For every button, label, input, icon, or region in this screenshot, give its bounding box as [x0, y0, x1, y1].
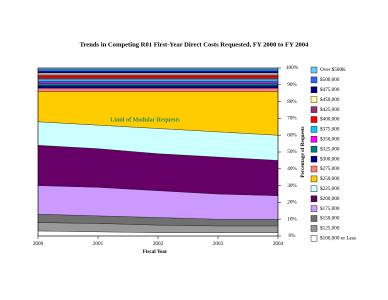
legend-swatch: [310, 165, 318, 173]
legend-label: $250,000: [320, 175, 340, 182]
legend-label: $225,000: [320, 185, 340, 192]
legend-label: $150,000: [320, 215, 340, 222]
legend-label: $400,000: [320, 116, 340, 123]
x-tick-label: 2004: [273, 241, 284, 247]
legend-label: Over $500K: [320, 66, 346, 73]
legend-label: $375,000: [320, 126, 340, 133]
y-tick-label: 0%: [289, 233, 297, 239]
x-tick-label: 2000: [33, 241, 44, 247]
legend-swatch: [310, 86, 318, 94]
y-tick-label: 70%: [287, 116, 297, 122]
legend-label: $125,000: [320, 225, 340, 232]
legend-swatch: [310, 235, 318, 242]
legend-swatch: [310, 66, 318, 74]
legend-swatch: [310, 126, 318, 133]
legend-swatch: [310, 76, 318, 84]
x-tick-label: 2001: [93, 241, 104, 247]
area: [37, 81, 279, 84]
area: [37, 69, 279, 72]
legend-label: $425,000: [320, 106, 340, 113]
legend-swatch: [310, 205, 318, 212]
y-tick-label: 90%: [287, 82, 297, 88]
legend-swatch: [310, 215, 318, 222]
legend-label: $475,000: [320, 86, 340, 93]
legend-swatch: [310, 195, 318, 202]
legend-swatch: [310, 96, 318, 103]
area: [37, 85, 279, 89]
chart-title: Trends in Competing R01 First-Year Direc…: [80, 42, 310, 49]
legend-label: $450,000: [320, 96, 340, 103]
legend-swatch: [310, 106, 318, 113]
legend-swatch: [310, 185, 318, 193]
y-tick-label: 50%: [287, 149, 297, 155]
legend-label: $200,000: [320, 195, 340, 202]
legend-swatch: [310, 175, 318, 183]
area: [37, 78, 279, 82]
y-tick-label: 40%: [287, 166, 297, 172]
area: [37, 74, 279, 77]
y-tick-label: 80%: [287, 99, 297, 105]
y-tick-label: 100%: [286, 65, 299, 71]
legend-label: $275,000: [320, 165, 340, 172]
legend-label: $300,000: [320, 155, 340, 162]
y-tick-label: 30%: [287, 183, 297, 189]
legend-label: $325,000: [320, 145, 340, 152]
legend-label: $100,000 or Less: [320, 234, 356, 241]
legend-swatch: [310, 155, 318, 163]
y-tick-label: 60%: [287, 132, 297, 138]
area: [37, 82, 279, 86]
x-axis-label: Fiscal Year: [143, 249, 168, 255]
y-axis-label: Percentage of Requests: [300, 126, 306, 177]
legend-swatch: [310, 116, 318, 123]
legend-swatch: [310, 225, 318, 232]
legend-label: $175,000: [320, 205, 340, 212]
legend-swatch: [310, 136, 318, 143]
legend-label: $350,000: [320, 135, 340, 142]
legend-label: $500,000: [320, 76, 340, 83]
area: [37, 67, 279, 70]
area: [37, 72, 279, 75]
x-tick-label: 2003: [213, 241, 224, 247]
area: [37, 71, 279, 74]
area: [37, 88, 279, 92]
y-tick-label: 10%: [287, 216, 297, 222]
annotation: Limit of Modular Requests: [110, 117, 180, 123]
y-tick-label: 20%: [287, 200, 297, 206]
area: [37, 76, 279, 80]
legend-swatch: [310, 145, 318, 153]
x-tick-label: 2002: [153, 241, 164, 247]
